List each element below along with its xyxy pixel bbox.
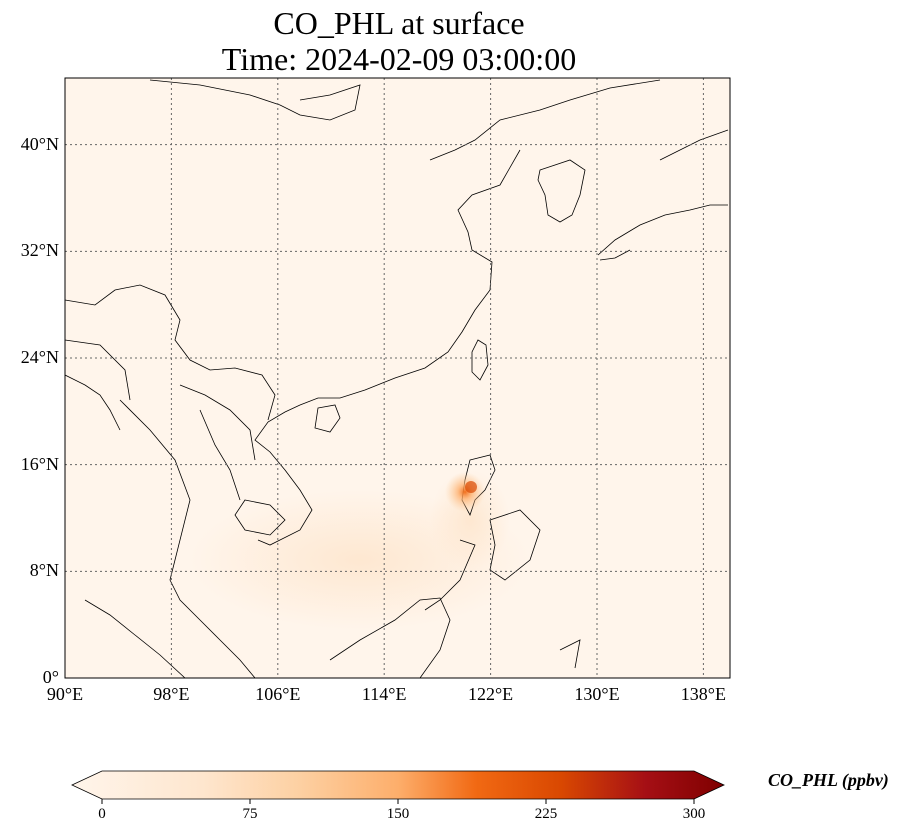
y-tick-label: 40°N xyxy=(20,133,59,154)
co-hotspot-manila xyxy=(445,472,485,512)
colorbar-tick-label: 225 xyxy=(534,806,558,822)
colorbar-tick-label: 75 xyxy=(242,806,258,822)
coastlines xyxy=(65,79,729,678)
colorbar-tick-label: 0 xyxy=(98,806,106,822)
colorbar-tick-label: 150 xyxy=(386,806,410,822)
colorbar xyxy=(71,770,725,804)
x-tick-label: 122°E xyxy=(467,684,514,704)
map-subtitle-time: Time: 2024-02-09 03:00:00 xyxy=(221,41,577,77)
colorbar-tick-label: 300 xyxy=(682,806,706,822)
co-hotspot-core xyxy=(465,481,477,493)
colorbar-label: CO_PHL (ppbv) xyxy=(768,770,889,790)
map-title: CO_PHL at surface xyxy=(273,5,525,41)
x-tick-label: 138°E xyxy=(680,684,726,704)
y-tick-label: 8°N xyxy=(29,560,59,581)
colorbar-bar xyxy=(71,770,725,800)
x-tick-label: 114°E xyxy=(361,684,407,704)
x-tick-label: 106°E xyxy=(255,684,301,704)
y-tick-label: 16°N xyxy=(20,453,59,474)
y-tick-label: 24°N xyxy=(20,347,59,367)
x-tick-label: 90°E xyxy=(46,684,84,704)
gridlines xyxy=(65,78,730,678)
x-tick-label: 130°E xyxy=(574,684,620,704)
y-tick-label: 0° xyxy=(42,667,59,687)
x-tick-label: 98°E xyxy=(153,684,190,704)
y-tick-label: 32°N xyxy=(20,240,59,261)
map-frame xyxy=(64,77,731,679)
